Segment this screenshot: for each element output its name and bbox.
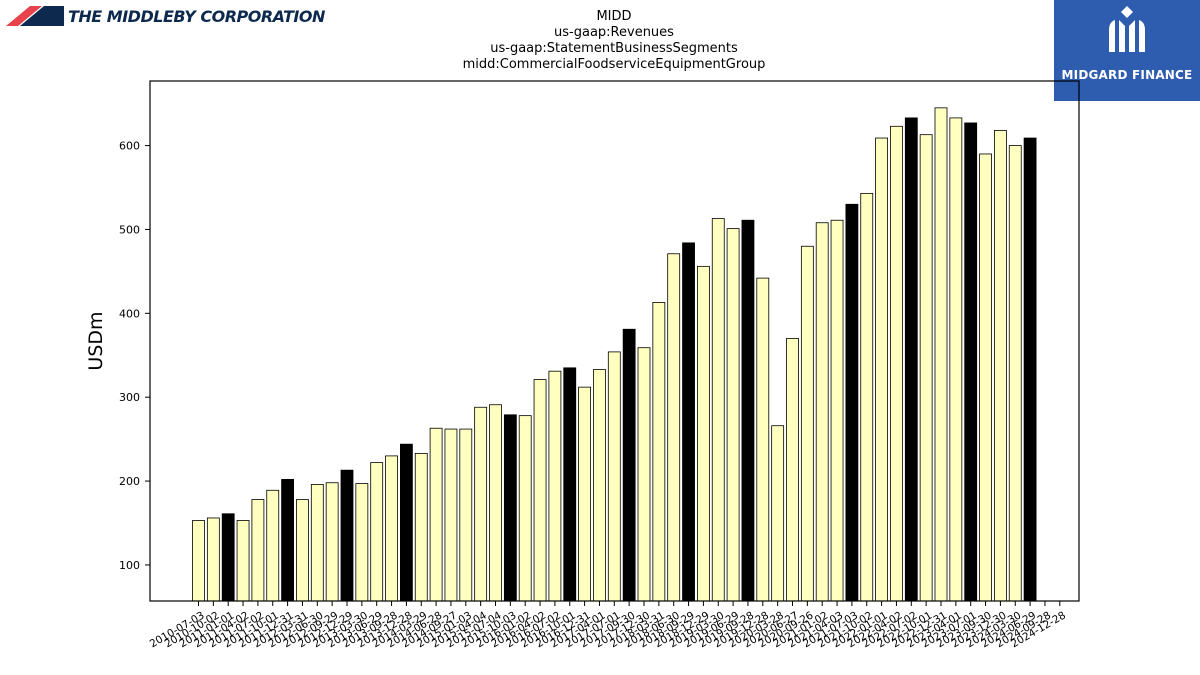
bar-series	[192, 107, 1037, 602]
bar-quarter	[830, 219, 844, 602]
bar-quarter	[756, 277, 770, 602]
bar-quarter	[607, 351, 621, 602]
bar-quarter	[934, 107, 948, 602]
chart-title-line: us-gaap:StatementBusinessSegments	[490, 41, 738, 56]
bar-quarter	[518, 415, 532, 602]
bar-quarter	[697, 265, 710, 602]
bar-quarter	[325, 482, 339, 602]
y-axis: 100 200 300 400 500 600	[119, 140, 150, 572]
bar-quarter	[192, 520, 205, 602]
middleby-logo-mark-icon	[6, 6, 64, 26]
y-tick-label: 400	[119, 307, 140, 320]
y-tick-label: 100	[119, 559, 140, 572]
bar-quarter	[815, 222, 829, 602]
bar-annual	[399, 443, 413, 602]
midgard-logo-mark-icon	[1109, 6, 1145, 52]
bar-quarter	[385, 455, 398, 602]
bar-quarter	[593, 369, 606, 602]
bar-quarter	[979, 153, 992, 602]
bar-quarter	[800, 245, 814, 602]
bar-quarter	[429, 427, 443, 602]
chart-title-line: MIDD	[596, 9, 631, 24]
y-tick-label: 600	[119, 140, 140, 153]
bar-annual	[1023, 137, 1037, 602]
chart-title-line: us-gaap:Revenues	[554, 25, 674, 40]
y-tick-label: 500	[119, 223, 140, 236]
bar-quarter	[711, 218, 725, 602]
middleby-logo-text: THE MIDDLEBY CORPORATION	[68, 6, 325, 26]
bar-annual	[281, 478, 295, 602]
bar-annual	[340, 469, 354, 602]
bar-annual	[682, 242, 695, 602]
bar-annual	[964, 122, 978, 602]
bar-quarter	[890, 125, 903, 602]
chart-title-block: MIDDus-gaap:Revenuesus-gaap:StatementBus…	[463, 9, 766, 72]
bar-quarter	[919, 134, 933, 602]
bar-quarter	[994, 130, 1007, 602]
bar-quarter	[667, 253, 681, 602]
bar-quarter	[949, 117, 963, 602]
bar-quarter	[414, 452, 428, 602]
bar-quarter	[578, 386, 591, 602]
bar-quarter	[251, 499, 265, 602]
bar-quarter	[1008, 145, 1022, 602]
bar-annual	[741, 219, 755, 602]
plot-frame	[149, 80, 1080, 602]
bar-quarter	[489, 404, 502, 602]
bar-annual	[622, 328, 636, 602]
y-axis-label: USDm	[85, 311, 107, 370]
bar-quarter	[266, 489, 280, 602]
bar-quarter	[548, 370, 562, 602]
middleby-logo: THE MIDDLEBY CORPORATION	[6, 5, 325, 27]
bar-quarter	[444, 428, 458, 602]
bar-quarter	[459, 428, 473, 602]
bar-annual	[221, 513, 235, 602]
bar-annual	[503, 414, 517, 602]
y-tick-label: 200	[119, 475, 140, 488]
bar-quarter	[370, 462, 384, 602]
bar-quarter	[771, 425, 785, 602]
bar-annual	[904, 117, 918, 602]
bar-quarter	[875, 137, 888, 602]
y-tick-label: 300	[119, 391, 140, 404]
bar-annual	[845, 203, 859, 602]
bar-quarter	[637, 347, 651, 602]
bar-quarter	[236, 520, 250, 602]
bar-quarter	[726, 228, 740, 602]
bar-quarter	[296, 499, 309, 602]
bar-quarter	[474, 406, 488, 602]
bar-quarter	[652, 302, 666, 602]
bar-quarter	[355, 483, 369, 602]
bar-quarter	[310, 484, 324, 602]
midgard-logo-text: MIDGARD FINANCE	[1061, 68, 1193, 82]
bar-quarter	[786, 338, 799, 602]
midgard-finance-logo: MIDGARD FINANCE	[1054, 0, 1200, 101]
bar-quarter	[533, 379, 547, 602]
bar-quarter	[860, 192, 874, 602]
bar-annual	[563, 367, 577, 602]
x-axis: 2010-07-032010-10-022011-01-012011-04-02…	[148, 601, 1068, 650]
bar-quarter	[206, 517, 220, 602]
chart-title-line: midd:CommercialFoodserviceEquipmentGroup	[463, 57, 766, 72]
